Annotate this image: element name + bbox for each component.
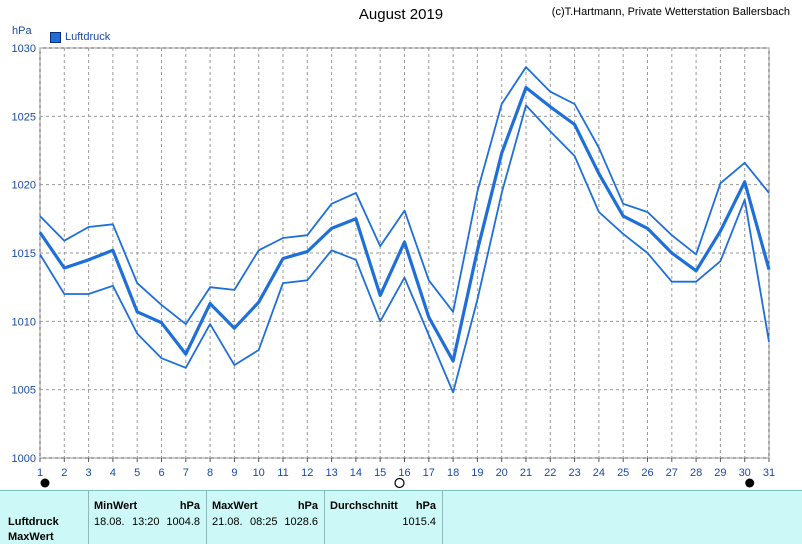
legend-label: Luftdruck [65,31,111,43]
min-cell: MinWert hPa 18.08. 13:20 1004.8 [88,491,207,544]
max-cell: MaxWert hPa 21.08. 08:25 1028.6 [206,491,325,544]
x-tick-label: 25 [617,467,629,479]
y-tick-label: 1000 [12,453,36,465]
x-tick-label: 29 [714,467,726,479]
max-time: 08:25 [250,516,278,528]
x-tick-label: 26 [641,467,653,479]
x-tick-label: 5 [134,467,140,479]
x-tick-label: 3 [86,467,92,479]
x-tick-label: 27 [666,467,678,479]
x-tick-label: 31 [763,467,775,479]
avg-header: Durchschnitt [330,500,398,512]
new-moon-icon [745,478,755,488]
x-tick-label: 16 [398,467,410,479]
max-header: MaxWert [212,500,258,512]
max-date: 21.08. [212,516,243,528]
x-tick-label: 20 [496,467,508,479]
x-tick-label: 9 [231,467,237,479]
x-tick-label: 8 [207,467,213,479]
y-tick-label: 1025 [12,111,36,123]
x-tick-label: 24 [593,467,605,479]
y-unit-label: hPa [12,25,32,37]
x-tick-label: 2 [61,467,67,479]
series-line-1 [38,85,771,363]
avg-value: 1015.4 [402,516,436,528]
max-unit: hPa [297,500,318,512]
y-tick-label: 1020 [12,180,36,192]
min-time: 13:20 [132,516,160,528]
legend-swatch [50,31,61,43]
min-value: 1004.8 [166,516,200,528]
x-tick-label: 28 [690,467,702,479]
max-value: 1028.6 [284,516,318,528]
y-tick-label: 1015 [12,248,36,260]
stats-row-label: Luftdruck [8,516,59,528]
legend: Luftdruck [50,31,110,43]
x-tick-label: 14 [350,467,362,479]
y-tick-label: 1010 [12,316,36,328]
credit-text: (c)T.Hartmann, Private Wetterstation Bal… [551,6,790,18]
series-lines [38,66,771,394]
chart-title: August 2019 [358,6,444,23]
grid [39,47,770,459]
avg-unit: hPa [415,500,436,512]
x-tick-label: 10 [253,467,265,479]
stats-row-label-2: MaxWert [8,531,54,543]
stats-panel: Luftdruck MaxWert MinWert hPa 18.08. 13:… [0,490,802,544]
x-tick-label: 19 [471,467,483,479]
min-unit: hPa [179,500,200,512]
series-line-2 [39,66,770,326]
x-tick-label: 1 [37,467,43,479]
min-date: 18.08. [94,516,125,528]
series-line-3 [39,104,770,394]
moon-markers [40,477,755,489]
y-tick-label: 1005 [12,385,36,397]
x-tick-label: 13 [325,467,337,479]
x-tick-labels: 1 2 3 4 5 6 7 8 9 10 11 12 13 14 15 16 17 18 19 20 21 22 23 24 2… [37,458,775,479]
x-tick-label: 15 [374,467,386,479]
x-tick-label: 12 [301,467,313,479]
x-tick-label: 23 [568,467,580,479]
x-tick-label: 4 [110,467,116,479]
y-tick-labels: 1000 1005 1010 1015 1020 1025 1030 [12,43,36,465]
x-tick-label: 11 [277,467,288,479]
x-tick-label: 17 [423,467,435,479]
x-tick-label: 30 [739,467,751,479]
x-tick-label: 7 [183,467,189,479]
avg-cell: Durchschnitt hPa 1015.4 [324,491,443,544]
stats-label-cell: Luftdruck MaxWert [0,491,89,544]
x-tick-label: 6 [158,467,164,479]
y-tick-label: 1030 [12,43,36,55]
min-header: MinWert [94,500,138,512]
x-tick-label: 22 [544,467,556,479]
x-tick-label: 21 [520,467,532,479]
new-moon-icon [40,478,50,488]
x-tick-label: 18 [447,467,459,479]
full-moon-icon [394,477,405,489]
